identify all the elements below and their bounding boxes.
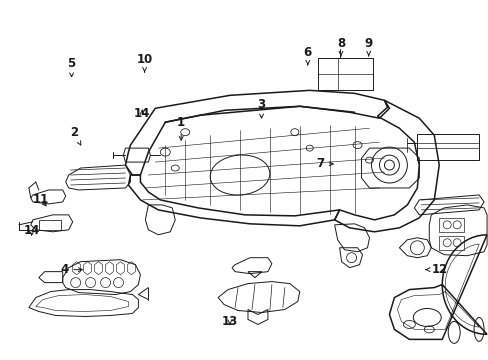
Text: 14: 14 [23, 224, 40, 238]
Text: 4: 4 [60, 263, 82, 276]
Text: 13: 13 [222, 315, 238, 328]
Bar [438, 218, 463, 232]
Text: 10: 10 [136, 53, 152, 72]
Bar [416, 134, 478, 160]
Text: 12: 12 [425, 263, 447, 276]
Bar [39, 220, 61, 230]
Text: 2: 2 [70, 126, 81, 145]
Bar [438, 236, 463, 250]
Text: 9: 9 [364, 37, 372, 56]
Text: 5: 5 [67, 57, 76, 77]
Text: 11: 11 [33, 193, 49, 206]
Text: 6: 6 [303, 46, 311, 65]
Text: 7: 7 [315, 157, 332, 170]
Text: 1: 1 [177, 116, 185, 140]
Text: 3: 3 [257, 98, 265, 118]
Text: 8: 8 [336, 37, 345, 56]
Bar [317, 58, 372, 90]
Text: 14: 14 [134, 107, 150, 120]
